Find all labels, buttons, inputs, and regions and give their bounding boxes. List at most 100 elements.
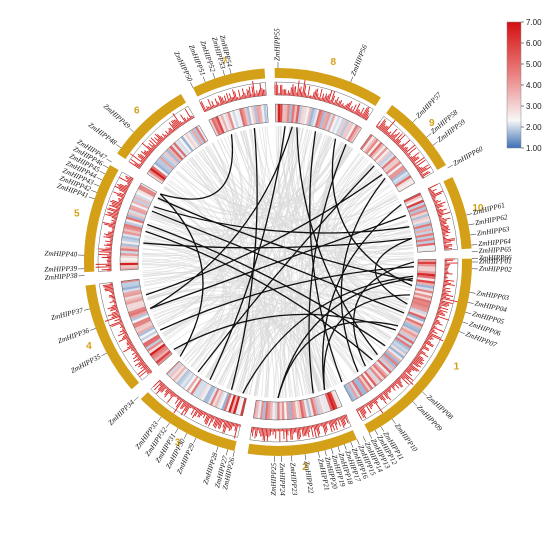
density-bar [256, 428, 257, 437]
density-bar [116, 310, 118, 311]
density-bar [193, 406, 194, 408]
gene-tick [107, 159, 112, 162]
gene-label-zmhipp37: ZmHIPP37 [50, 306, 90, 322]
gene-name: ZmHIPP66 [479, 254, 512, 263]
density-bar [373, 399, 383, 413]
density-bar [206, 109, 207, 111]
density-bar [336, 419, 337, 421]
density-bar [291, 87, 292, 95]
density-bar [187, 120, 188, 122]
gene-tick [375, 430, 378, 435]
density-bar [390, 386, 391, 388]
gene-tick [448, 165, 453, 168]
density-bar [160, 381, 161, 382]
gene-name: ZmHIPP48 [87, 121, 119, 147]
density-bar [408, 156, 410, 157]
density-bar [295, 86, 296, 96]
density-bar [356, 409, 361, 419]
density-bar [263, 428, 264, 440]
gene-tick [193, 438, 196, 443]
gene-tick [184, 433, 187, 438]
density-bar [404, 371, 406, 372]
density-bar [113, 299, 115, 300]
gene-label-zmhipp66: ZmHIPP66 [472, 254, 512, 263]
density-bar [223, 420, 224, 422]
density-bar [150, 372, 152, 374]
density-bar [293, 428, 294, 434]
density-bar [262, 428, 263, 436]
gene-name: ZmHIPP57 [415, 91, 444, 120]
density-bar [299, 89, 300, 97]
density-bar [377, 126, 378, 128]
density-bar [435, 318, 437, 319]
density-bar [422, 177, 424, 178]
gene-label-zmhipp39: ZmHIPP39 [44, 265, 84, 274]
density-bar [173, 129, 174, 131]
density-bar [111, 220, 116, 221]
heatmap-cell [120, 263, 138, 266]
gene-name: ZmHIPP63 [476, 225, 510, 238]
density-bar [321, 423, 322, 426]
gene-name: ZmHIPP39 [44, 265, 77, 274]
density-bar [121, 325, 123, 326]
gene-name: ZmHIPP25 [270, 462, 279, 495]
gene-name: ZmHIPP22 [302, 460, 315, 494]
density-bar [430, 332, 433, 333]
gene-tick [331, 448, 333, 454]
density-bar [215, 105, 216, 107]
color-scale-legend: 7.006.005.004.003.002.001.00 [507, 18, 542, 153]
density-bar [418, 165, 428, 172]
gene-label-zmhipp49: ZmHIPP49 [102, 102, 134, 132]
chromosome-label: 6 [134, 105, 140, 116]
density-bar [108, 233, 113, 234]
density-bar [415, 160, 425, 167]
density-bar [439, 216, 443, 217]
gene-tick [103, 165, 108, 168]
density-bar [259, 90, 260, 96]
gene-tick [392, 419, 396, 424]
density-bar [229, 99, 230, 102]
density-bar [323, 97, 324, 101]
gene-tick [325, 450, 326, 456]
density-bar [233, 97, 234, 101]
legend-tick-label: 7.00 [526, 18, 542, 27]
density-bar [155, 134, 162, 142]
gene-label-zmhipp35: ZmHIPP35 [70, 352, 107, 375]
gene-name: ZmHIPP24 [278, 463, 287, 496]
gene-tick [305, 454, 306, 460]
density-bar [153, 380, 160, 387]
density-bar [125, 333, 127, 334]
gene-name: ZmHIPP34 [107, 398, 136, 427]
density-bar [444, 242, 451, 243]
density-bar [109, 226, 115, 227]
density-bar [245, 93, 246, 98]
density-bar [141, 163, 143, 164]
density-bar [444, 281, 449, 282]
density-bar [119, 320, 121, 321]
density-bar [260, 83, 261, 96]
gene-tick [203, 77, 205, 83]
density-bar [260, 428, 261, 433]
density-bar [363, 406, 364, 408]
density-bar [167, 393, 174, 402]
gene-tick [459, 332, 465, 334]
density-bar [441, 225, 445, 226]
density-bar [124, 193, 126, 194]
gene-label-zmhipp24: ZmHIPP24 [278, 456, 287, 496]
density-bar [263, 90, 264, 96]
density-bar [233, 423, 234, 426]
gene-name: ZmHIPP35 [70, 352, 103, 375]
density-bar [212, 105, 213, 108]
gene-tick [223, 70, 225, 76]
density-bar [438, 308, 440, 309]
heatmap-cell [279, 402, 282, 420]
density-bar [108, 232, 113, 233]
density-bar [235, 423, 236, 426]
density-bar [110, 291, 114, 292]
density-bar [257, 90, 258, 96]
gene-tick [363, 436, 366, 441]
density-bar [134, 350, 136, 351]
gene-label-zmhipp60: ZmHIPP60 [448, 145, 485, 168]
density-bar [439, 218, 443, 219]
density-bar [151, 138, 159, 146]
